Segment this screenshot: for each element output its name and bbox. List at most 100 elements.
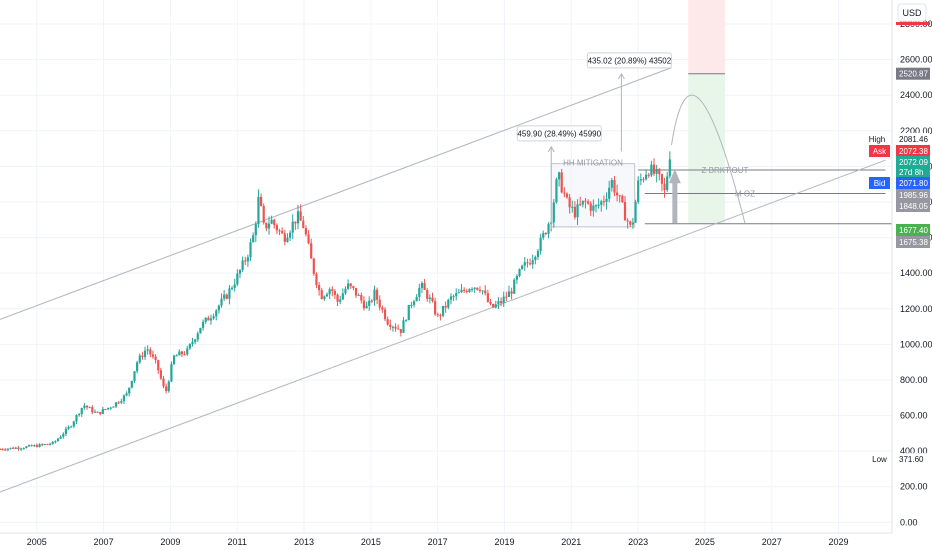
candle-body xyxy=(447,299,450,308)
candle-body xyxy=(220,298,223,306)
candle-body xyxy=(441,305,445,316)
candle-body xyxy=(507,291,511,298)
badge-tag xyxy=(869,177,890,189)
candle-body xyxy=(17,447,20,450)
candle-body xyxy=(270,219,273,224)
candle-body xyxy=(555,179,558,203)
candle-body xyxy=(238,269,242,274)
candle-body xyxy=(302,220,305,228)
candle-body xyxy=(75,415,78,422)
candle-body xyxy=(399,329,402,333)
candle-body xyxy=(212,316,215,319)
price-badge xyxy=(896,133,930,145)
candle-body xyxy=(104,409,107,411)
candle-body xyxy=(278,230,281,232)
candle-body xyxy=(4,449,7,451)
candle-body xyxy=(592,205,595,211)
measure-box xyxy=(586,52,672,69)
candle-body xyxy=(552,202,555,223)
candle-body xyxy=(80,407,83,415)
stop-marker xyxy=(896,22,930,25)
price-badge-text: 1848.05 xyxy=(899,202,928,211)
candle-body xyxy=(618,195,621,197)
candle-body xyxy=(420,283,424,288)
candle-body xyxy=(452,296,455,298)
candle-body xyxy=(486,293,489,302)
candle-body xyxy=(378,299,381,308)
candle-body xyxy=(262,205,265,223)
candle-body xyxy=(645,174,648,180)
candle-body xyxy=(494,304,497,308)
candle-body xyxy=(175,355,178,357)
candle-body xyxy=(225,294,228,299)
candle-body xyxy=(523,262,526,266)
candle-body xyxy=(114,402,118,407)
badge-tag-text: Low xyxy=(872,455,887,464)
candle-body xyxy=(93,411,97,413)
candle-body xyxy=(323,296,326,300)
candle-body xyxy=(159,370,162,379)
candle-body xyxy=(70,426,73,428)
time-axis[interactable] xyxy=(0,533,892,550)
price-badge xyxy=(896,453,930,466)
badge-tag xyxy=(869,145,890,157)
candle-body xyxy=(668,159,671,177)
candle-body xyxy=(357,294,360,296)
price-badge xyxy=(896,224,930,236)
candle-body xyxy=(515,275,518,280)
price-badge xyxy=(896,166,930,178)
x-tick-label: 2023 xyxy=(628,537,648,547)
candle-body xyxy=(201,321,205,328)
candle-body xyxy=(637,180,640,202)
candle-body xyxy=(14,447,17,449)
candle-body xyxy=(186,348,189,355)
candle-body xyxy=(317,285,321,291)
candle-body xyxy=(54,441,57,443)
candle-body xyxy=(283,233,286,242)
candle-body xyxy=(373,289,376,301)
candle-body xyxy=(510,291,513,294)
candle-body xyxy=(568,197,571,208)
candle-body xyxy=(294,221,297,224)
currency-button[interactable] xyxy=(897,3,927,22)
candle-body xyxy=(310,243,313,259)
candle-body xyxy=(157,360,160,371)
candle-body xyxy=(666,176,669,191)
candle-body xyxy=(149,349,152,355)
candle-body xyxy=(365,305,368,309)
candle-body xyxy=(415,296,418,302)
candle-body xyxy=(502,296,505,303)
candle-body xyxy=(610,180,613,188)
hh-mitigation-box xyxy=(550,163,636,228)
candle-body xyxy=(267,223,271,229)
candle-body xyxy=(391,326,395,328)
candle-body xyxy=(383,309,387,320)
candle-body xyxy=(56,438,60,442)
price-badge xyxy=(896,177,930,189)
candle-body xyxy=(547,224,550,234)
badge-tag xyxy=(864,133,890,145)
candle-body xyxy=(172,355,176,365)
candle-body xyxy=(228,288,231,299)
candle-body xyxy=(341,293,344,300)
candle-body xyxy=(531,260,534,265)
candle-body xyxy=(505,296,508,298)
candle-body xyxy=(478,289,482,291)
candle-body xyxy=(528,263,532,265)
candle-body xyxy=(33,445,36,447)
candle-body xyxy=(46,444,49,446)
candle-body xyxy=(85,405,89,408)
candle-body xyxy=(259,196,263,206)
candle-body xyxy=(49,443,52,445)
candle-body xyxy=(405,320,408,322)
candle-body xyxy=(165,386,168,392)
candle-body xyxy=(626,220,629,222)
candle-body xyxy=(573,206,576,218)
grid xyxy=(0,0,892,533)
candle-body xyxy=(634,201,637,223)
candle-body xyxy=(621,195,624,203)
level-label: M OZ xyxy=(735,189,755,198)
price-badge xyxy=(896,145,930,157)
y-tick-label: 2600.00 xyxy=(900,55,932,65)
